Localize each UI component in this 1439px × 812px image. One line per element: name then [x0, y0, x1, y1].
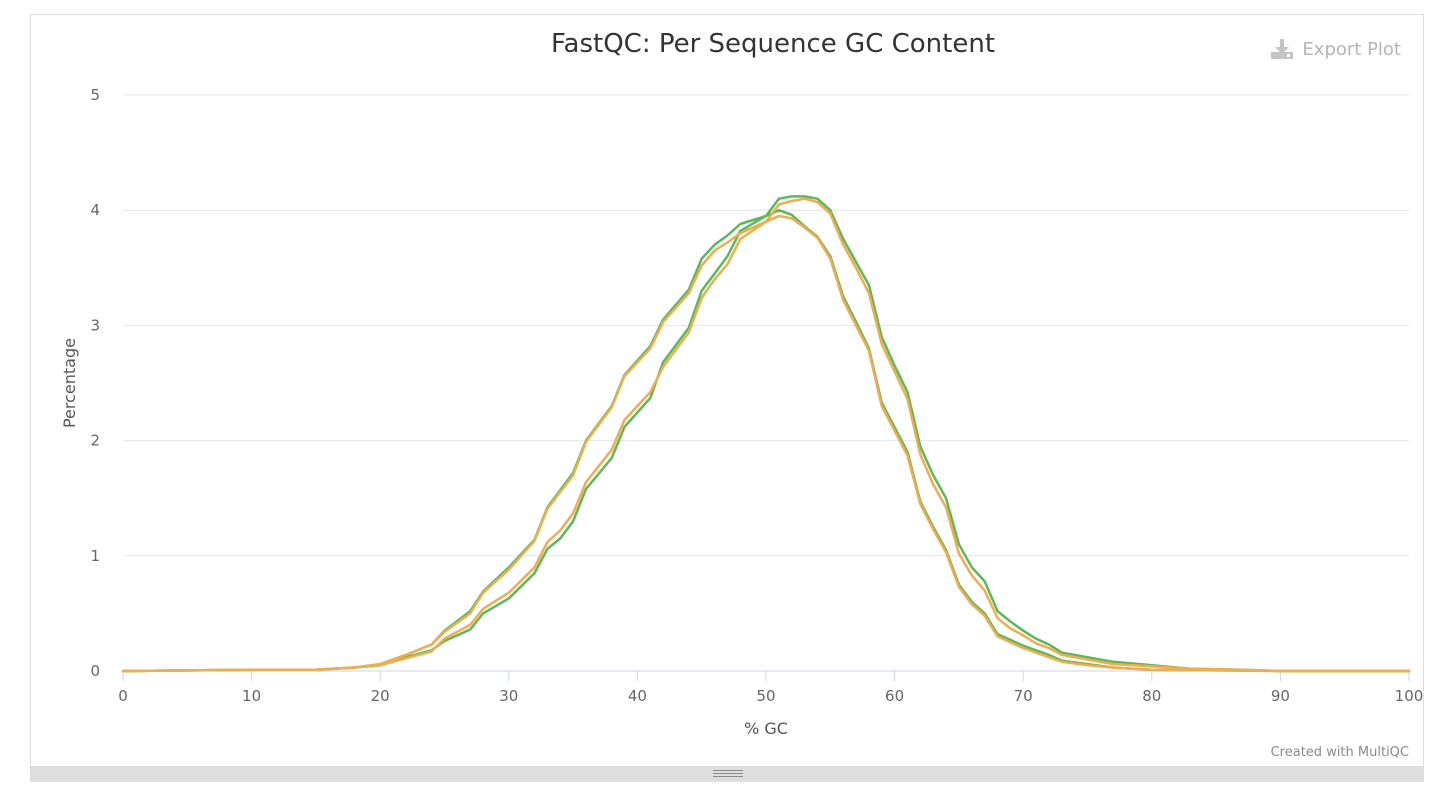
y-tick-label: 0 [90, 662, 100, 680]
series-line-2[interactable] [121, 195, 1411, 673]
y-tick-label: 1 [90, 547, 100, 565]
grid-lines [123, 94, 1409, 557]
grip-icon [712, 770, 743, 779]
y-tick-label: 4 [90, 201, 100, 219]
x-tick-label: 90 [1271, 687, 1290, 705]
plot-panel [30, 14, 1424, 782]
multiqc-credit: Created with MultiQC [1270, 745, 1409, 760]
x-tick-label: 100 [1395, 687, 1424, 705]
series-line-3[interactable] [121, 214, 1411, 673]
series-lines [121, 195, 1411, 673]
x-tick-label: 70 [1014, 687, 1033, 705]
series-line-4[interactable] [121, 197, 1411, 673]
x-tick-label: 60 [885, 687, 904, 705]
x-tick-label: 20 [371, 687, 390, 705]
y-tick-label: 2 [90, 432, 100, 450]
export-plot-button[interactable]: Export Plot [1270, 38, 1401, 60]
y-tick-label: 3 [90, 316, 100, 334]
x-axis-label: % GC [744, 719, 788, 738]
y-tick-label: 5 [90, 86, 100, 104]
x-tick-label: 10 [242, 687, 261, 705]
plot-resize-handle[interactable] [31, 766, 1424, 782]
y-axis-label: Percentage [60, 338, 79, 428]
x-tick-label: 50 [756, 687, 775, 705]
download-icon [1270, 38, 1294, 60]
export-plot-label: Export Plot [1302, 38, 1401, 60]
x-tick-label: 30 [499, 687, 518, 705]
chart-title: FastQC: Per Sequence GC Content [551, 29, 995, 59]
x-tick-label: 0 [118, 687, 128, 705]
x-tick-label: 80 [1142, 687, 1161, 705]
x-tick-label: 40 [628, 687, 647, 705]
